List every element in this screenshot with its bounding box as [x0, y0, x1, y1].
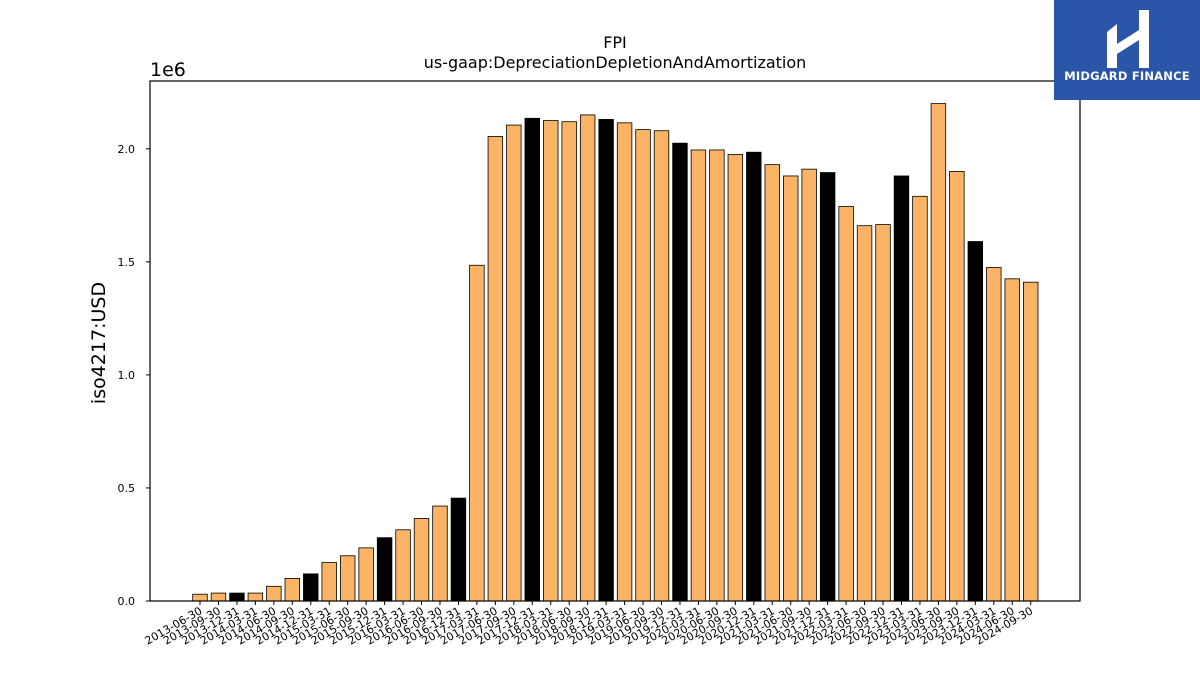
bar-2014-03-31 — [247, 592, 264, 602]
bar-2017-12-31 — [524, 117, 540, 602]
bar-2020-03-31 — [690, 149, 707, 602]
bar-2024-06-30 — [1004, 278, 1020, 602]
bar-2023-12-31 — [967, 241, 984, 602]
brand-logo: MIDGARD FINANCE — [1054, 0, 1200, 100]
bar-2022-06-30 — [856, 225, 873, 602]
bar-2016-09-30 — [432, 505, 448, 602]
bar-2020-12-31 — [746, 151, 762, 602]
y-tick-label: 1.0 — [118, 369, 136, 382]
y-tick-label: 0.0 — [118, 595, 136, 608]
bar-2016-03-31 — [395, 529, 411, 602]
bar-2022-12-31 — [893, 175, 910, 602]
bar-2022-03-31 — [838, 206, 854, 602]
y-tick-label: 0.5 — [118, 482, 136, 495]
bar-2022-09-30 — [875, 224, 891, 602]
bar-2020-09-30 — [727, 154, 744, 602]
bar-2016-12-31 — [450, 497, 467, 602]
bar-2018-12-31 — [598, 119, 614, 602]
brand-name: MIDGARD FINANCE — [1064, 69, 1190, 83]
chart-subtitle: us-gaap:DepreciationDepletionAndAmortiza… — [424, 53, 807, 72]
chart-title: FPI — [603, 33, 627, 52]
bar-2014-12-31 — [303, 573, 319, 602]
bar-2018-06-30 — [561, 121, 577, 602]
y-scale-label: 1e6 — [150, 59, 186, 81]
y-tick-label: 1.5 — [118, 256, 136, 269]
bar-2024-03-31 — [986, 267, 1002, 602]
bar-2014-06-30 — [266, 585, 282, 602]
bar-2016-06-30 — [413, 518, 430, 602]
bar-2018-09-30 — [579, 114, 596, 602]
bar-2019-12-31 — [672, 142, 688, 602]
bar-2013-06-30 — [192, 593, 208, 602]
bar-2015-12-31 — [376, 537, 393, 602]
bar-2015-09-30 — [358, 547, 374, 602]
y-tick-label: 2.0 — [118, 143, 136, 156]
bar-2021-06-30 — [783, 175, 799, 602]
midgard-logo-icon — [1107, 10, 1149, 68]
bar-2017-06-30 — [487, 135, 504, 602]
bar-2015-03-31 — [321, 562, 337, 602]
bar-2021-12-31 — [819, 172, 836, 602]
bar-2023-06-30 — [930, 103, 947, 602]
bar-2021-09-30 — [801, 168, 817, 602]
bar-2017-03-31 — [469, 264, 485, 602]
bar-2019-06-30 — [635, 129, 651, 602]
bar-2014-09-30 — [284, 577, 301, 602]
bar-2015-06-30 — [339, 555, 356, 602]
bar-2013-12-31 — [229, 592, 245, 602]
bar-2017-09-30 — [506, 124, 522, 602]
y-ticks-group: 0.0 0.5 1.0 1.5 2.0 — [118, 143, 150, 608]
bar-2013-09-30 — [210, 592, 227, 602]
bar-2023-03-31 — [912, 195, 928, 602]
bar-2024-09-30 — [1023, 281, 1039, 602]
y-axis-label: iso4217:USD — [88, 282, 110, 404]
bar-2019-09-30 — [653, 130, 670, 602]
bars-group — [192, 103, 1039, 602]
x-ticks-group: 2013-06-302013-09-302013-12-312014-03-31… — [143, 601, 1035, 648]
bar-2018-03-31 — [543, 120, 559, 602]
plot-frame — [149, 80, 1081, 602]
bar-2023-09-30 — [949, 171, 965, 602]
bar-2021-03-31 — [764, 164, 780, 602]
bar-2019-03-31 — [616, 122, 633, 602]
bar-2020-06-30 — [709, 149, 725, 602]
